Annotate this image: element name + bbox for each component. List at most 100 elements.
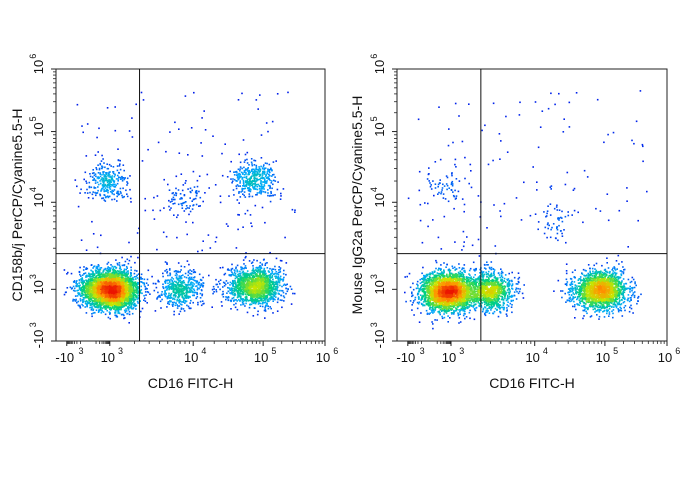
event-dot [176,283,179,285]
event-dot [105,300,107,302]
event-dot [143,278,146,281]
event-dot [115,296,117,299]
event-dot [119,289,121,292]
event-dot [119,273,121,276]
event-dot [120,298,122,301]
event-dot [120,285,123,287]
event-dot [117,273,120,275]
event-dot [250,292,252,294]
event-dot [94,296,97,299]
event-dot [185,300,188,303]
event-dot [89,285,92,287]
event-dot [197,283,200,286]
event-dot [97,299,100,302]
event-dot [177,296,179,298]
event-dot [105,305,108,307]
event-dot [242,292,245,294]
event-dot [169,274,171,277]
event-dot [234,281,237,283]
event-dot [101,275,104,277]
event-dot [87,275,90,277]
event-dot [72,281,75,283]
event-dot [100,283,102,286]
event-dot [123,274,126,277]
event-dot [100,281,102,284]
event-dot [135,287,138,290]
event-dot [240,278,242,280]
event-dot [267,298,269,301]
event-dot [92,272,94,275]
event-dot [179,281,182,283]
event-dot [109,293,111,296]
event-dot [124,311,127,314]
event-dot [92,276,94,279]
event-dot [126,294,129,297]
event-dot [282,295,285,297]
event-dot [86,295,88,298]
event-dot [110,281,112,283]
event-dot [99,298,101,301]
event-dot [132,293,134,295]
event-dot [107,270,109,273]
event-dot [252,265,254,267]
event-dot [109,313,111,315]
event-dot [183,276,186,278]
event-dot [123,264,125,267]
event-dot [180,291,182,293]
event-dot [190,299,192,302]
event-dot [172,285,175,287]
event-dot [219,283,221,285]
event-dot [110,264,112,266]
event-dot [171,303,174,306]
event-dot [232,293,234,296]
event-dot [100,298,103,301]
event-dot [116,305,118,307]
event-dot [267,307,270,310]
event-dot [111,278,114,281]
event-dot [158,280,160,283]
event-dot [246,270,249,272]
event-dot [270,296,272,298]
event-dot [114,314,116,317]
event-dot [186,260,189,262]
event-dot [190,270,193,272]
event-dot [233,290,236,292]
event-dot [121,279,124,281]
event-dot [102,299,105,301]
event-dot [111,288,114,291]
event-dot [225,296,227,298]
event-dot [128,322,130,324]
event-dot [248,274,251,277]
event-dot [116,281,118,283]
event-dot [183,281,186,284]
event-dot [168,287,171,290]
event-dot [201,294,203,297]
event-dot [76,280,78,282]
event-dot [248,306,251,309]
event-dot [168,303,171,305]
event-dot [102,311,105,313]
event-dot [161,298,163,301]
event-dot [175,281,178,284]
event-dot [84,272,87,274]
event-dot [124,260,127,263]
event-dot [77,293,80,296]
event-dot [161,291,163,293]
event-dot [251,286,253,288]
event-dot [122,292,125,295]
event-dot [126,275,129,277]
event-dot [129,278,132,281]
event-dot [118,264,121,266]
event-dot [89,276,91,278]
event-dot [257,310,259,313]
event-dot [81,283,84,285]
event-dot [152,282,155,285]
event-dot [189,284,191,286]
event-dot [77,300,79,303]
event-dot [178,283,181,286]
event-dot [126,280,129,282]
event-dot [107,294,109,297]
event-dot [237,295,239,297]
event-dot [188,307,191,309]
event-dot [261,303,264,305]
